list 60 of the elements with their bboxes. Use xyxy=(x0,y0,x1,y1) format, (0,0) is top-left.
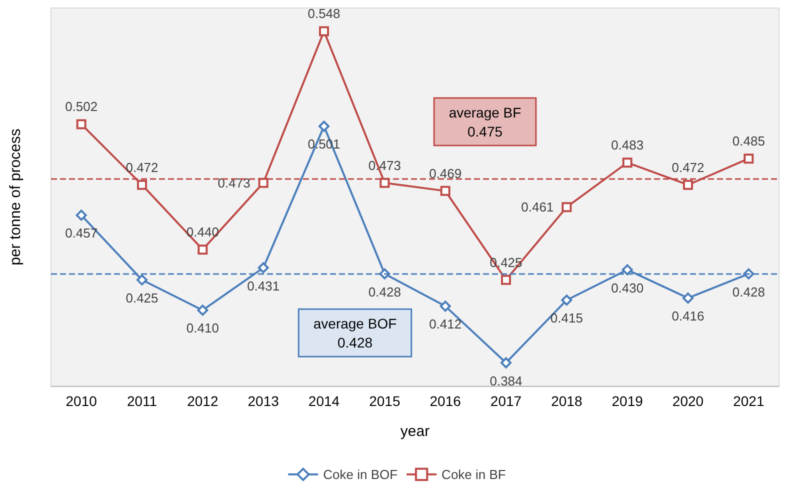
legend-label: Coke in BOF xyxy=(323,466,398,482)
x-tick-label: 2011 xyxy=(126,393,158,409)
x-tick-label: 2016 xyxy=(430,393,462,409)
point xyxy=(136,274,148,286)
data-label: 0.412 xyxy=(429,316,462,332)
data-label: 0.416 xyxy=(672,308,704,324)
x-tick-label: 2013 xyxy=(248,393,280,409)
legend-label: Coke in BF xyxy=(442,466,506,482)
point xyxy=(622,158,632,168)
point xyxy=(683,180,693,190)
data-label: 0.469 xyxy=(429,166,462,181)
point xyxy=(380,178,390,188)
point xyxy=(76,119,86,130)
data-label: 0.457 xyxy=(65,226,98,241)
data-label: 0.430 xyxy=(611,280,644,296)
x-tick-label: 2019 xyxy=(612,393,644,409)
x-tick-label: 2020 xyxy=(672,393,704,409)
point xyxy=(561,294,572,306)
y-axis-title: per tonne of process xyxy=(7,128,24,266)
data-label: 0.472 xyxy=(672,160,704,175)
point xyxy=(500,357,512,368)
x-tick-label: 2021 xyxy=(733,393,764,409)
point xyxy=(197,304,208,316)
point xyxy=(744,154,754,164)
point xyxy=(258,178,268,188)
point xyxy=(137,180,147,190)
ref-line-label: average BF 0.475 xyxy=(448,104,522,140)
point xyxy=(440,300,451,312)
point xyxy=(198,244,208,255)
data-label: 0.485 xyxy=(732,134,765,149)
data-label: 0.428 xyxy=(732,284,765,300)
data-label: 0.410 xyxy=(186,320,219,336)
point xyxy=(562,202,572,212)
point xyxy=(440,186,450,196)
data-label: 0.472 xyxy=(126,160,158,175)
data-label: 0.461 xyxy=(521,200,554,215)
data-label: 0.425 xyxy=(126,290,158,306)
point xyxy=(622,264,633,276)
data-label: 0.502 xyxy=(65,99,98,114)
point xyxy=(319,26,329,36)
x-axis-title: year xyxy=(400,423,430,440)
x-tick-label: 2017 xyxy=(490,393,522,409)
x-tick-label: 2014 xyxy=(308,393,340,409)
point xyxy=(318,120,330,132)
data-label: 0.548 xyxy=(308,6,340,22)
point xyxy=(682,292,694,304)
x-tick-label: 2018 xyxy=(551,393,582,409)
data-label: 0.431 xyxy=(247,278,280,294)
x-tick-label: 2015 xyxy=(369,393,400,409)
data-label: 0.384 xyxy=(490,373,522,388)
x-tick-label: 2010 xyxy=(66,393,98,409)
ref-line-label: average BOF 0.428 xyxy=(313,315,397,350)
x-tick-label: 2012 xyxy=(187,393,218,409)
data-label: 0.428 xyxy=(368,284,401,300)
data-label: 0.440 xyxy=(186,224,219,240)
data-label: 0.483 xyxy=(611,138,644,153)
point xyxy=(501,274,511,285)
point xyxy=(258,262,269,274)
point xyxy=(76,210,87,221)
data-label: 0.415 xyxy=(550,310,583,326)
